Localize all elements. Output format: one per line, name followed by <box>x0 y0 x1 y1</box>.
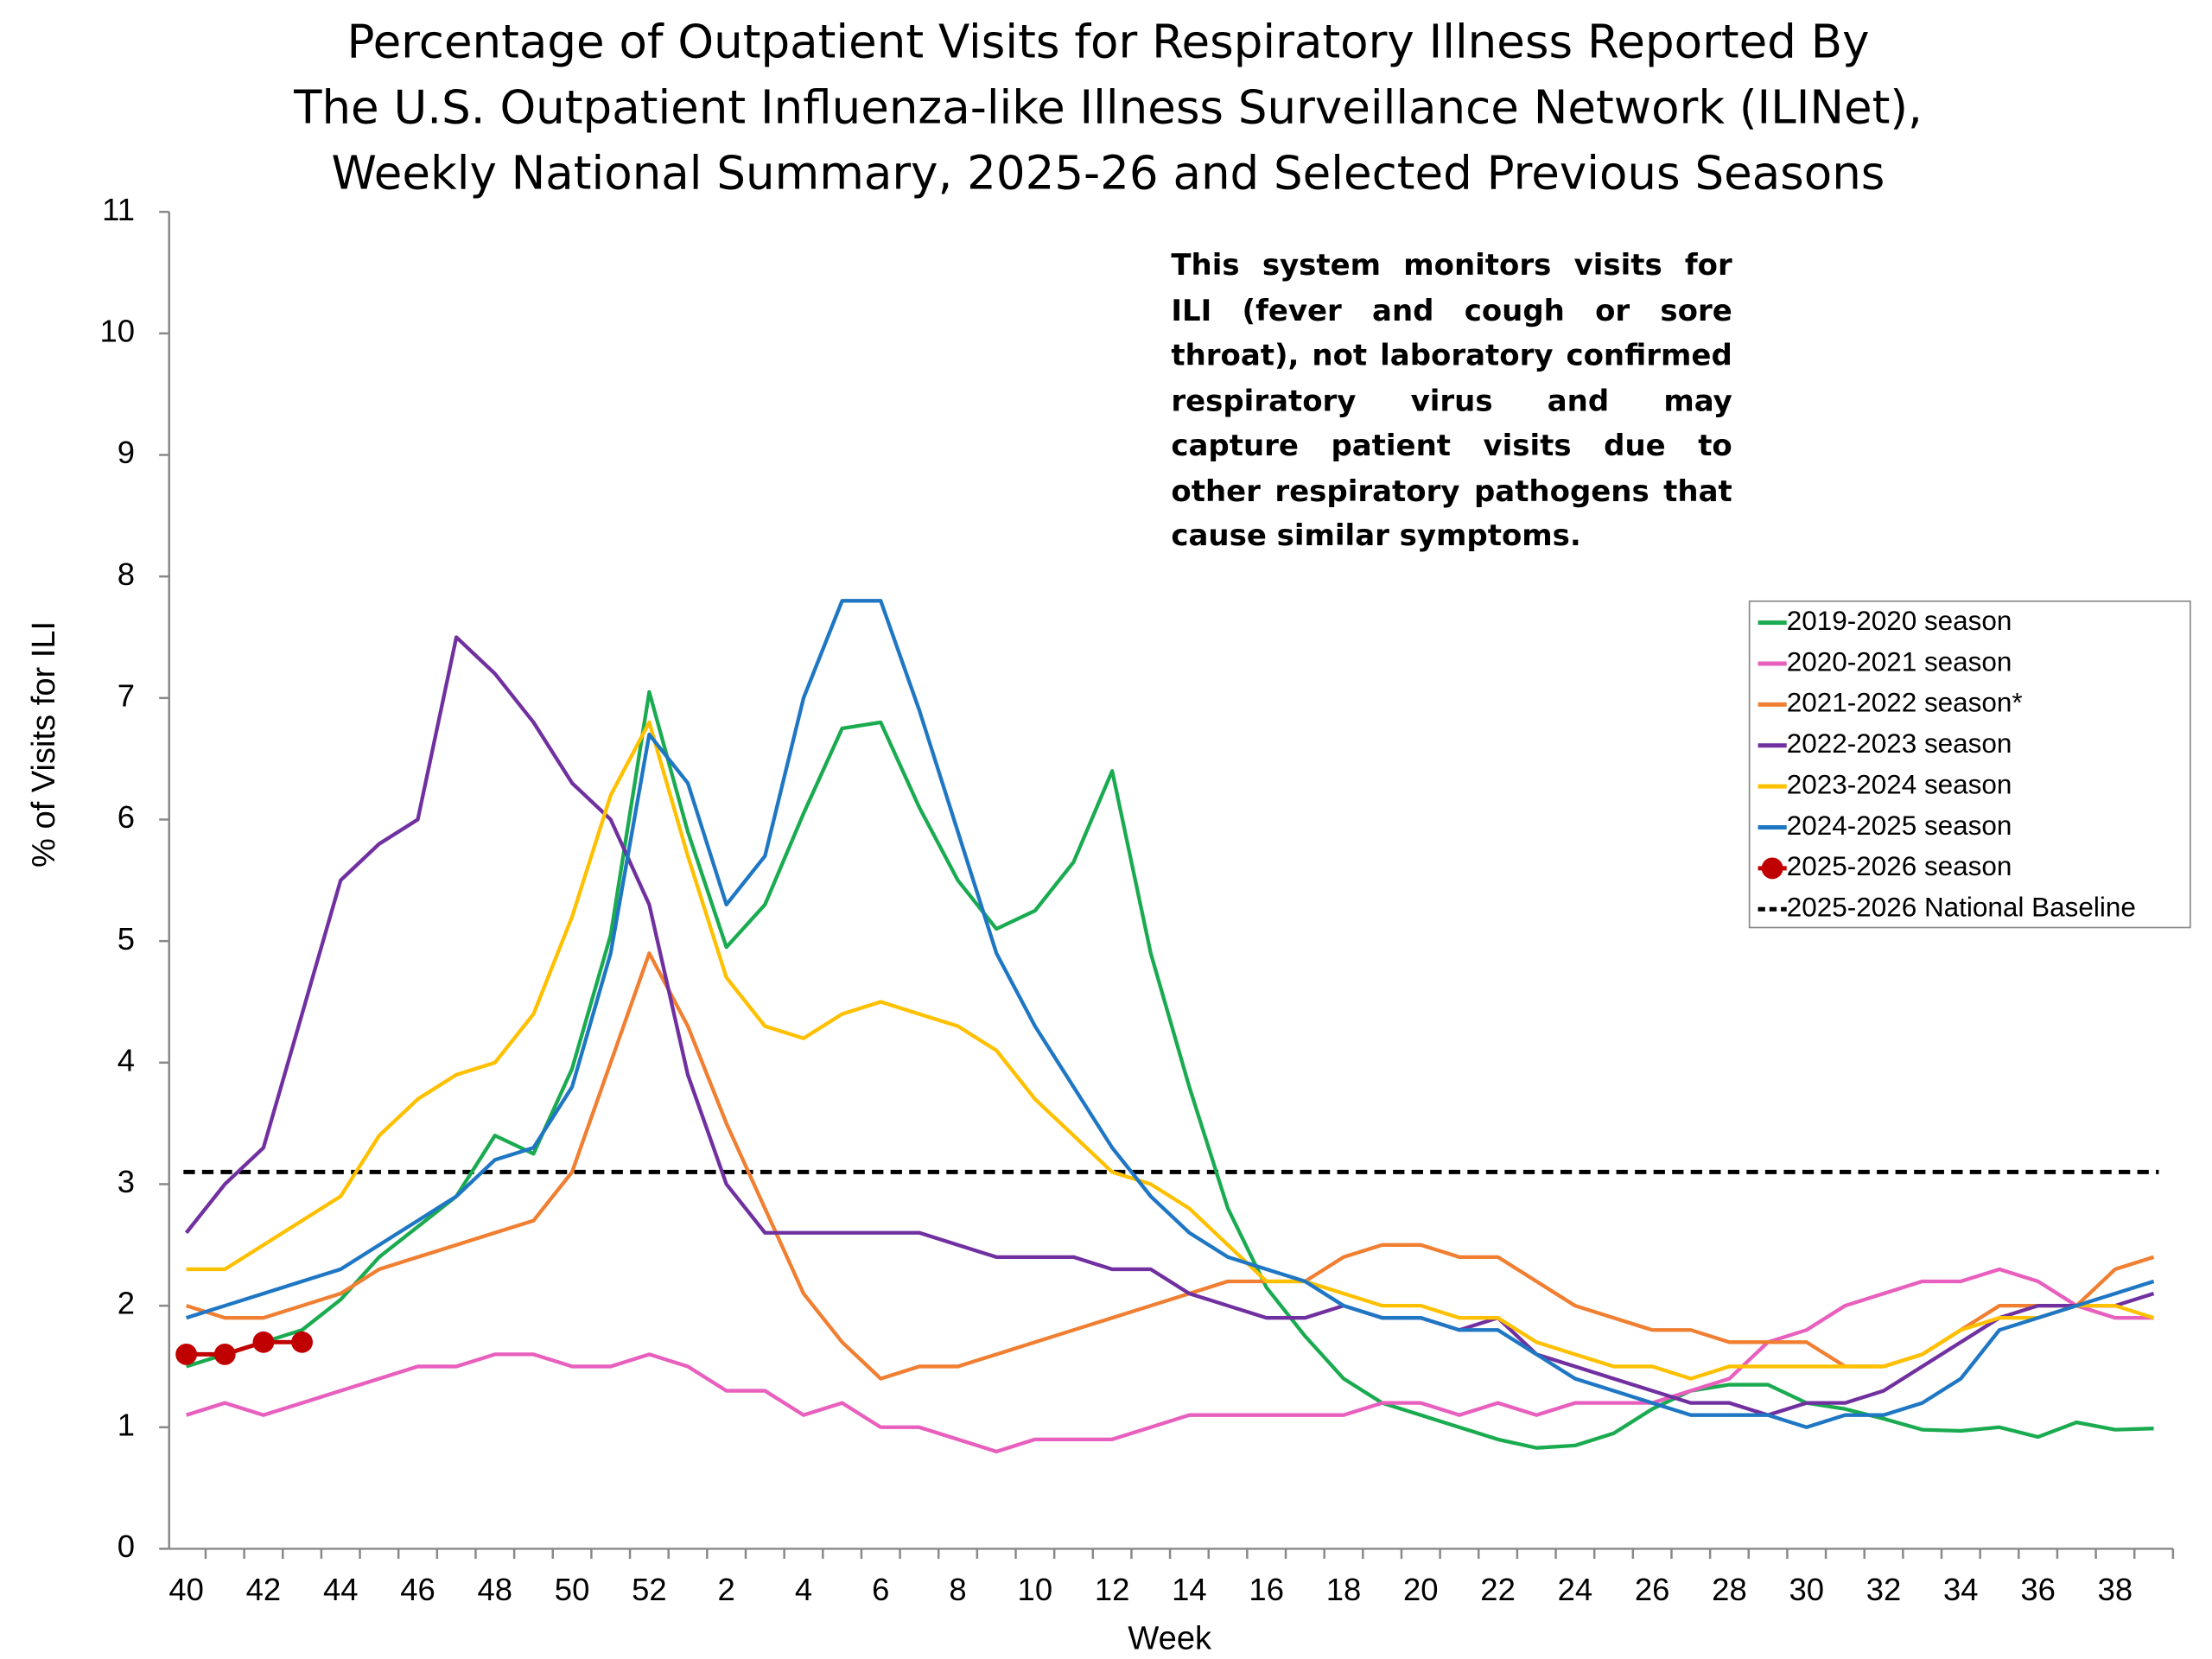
y-tick-label: 7 <box>118 677 135 713</box>
legend-label: 2025-2026 National Baseline <box>1787 893 2136 923</box>
series-line <box>186 720 2155 1381</box>
annotation-box: This system monitors visits for ILI (fev… <box>1171 247 1732 553</box>
series-line <box>185 690 2154 1450</box>
legend-label: 2022-2023 season <box>1787 728 2012 759</box>
x-tick-label: 34 <box>1943 1572 1979 1607</box>
series-marker <box>175 1343 198 1365</box>
x-tick-label: 16 <box>1249 1572 1284 1607</box>
y-tick-label: 9 <box>118 435 135 470</box>
x-tick-label: 46 <box>400 1572 435 1607</box>
series-line <box>185 599 2155 1429</box>
y-tick-label: 10 <box>99 313 135 348</box>
legend-label: 2023-2024 season <box>1787 769 2012 799</box>
legend-label: 2024-2025 season <box>1787 810 2012 841</box>
annotation: This system monitors visits for ILI (fev… <box>1171 247 1732 553</box>
y-tick-label: 6 <box>118 799 135 835</box>
x-tick-label: 38 <box>2098 1572 2133 1607</box>
chart-title: The U.S. Outpatient Influenza-like Illne… <box>293 80 1923 134</box>
x-tick-label: 32 <box>1866 1572 1902 1607</box>
series-line <box>185 1267 2154 1454</box>
chart-title: Percentage of Outpatient Visits for Resp… <box>347 15 1870 68</box>
x-axis-label: Week <box>1128 1620 1212 1656</box>
series-marker <box>252 1331 275 1353</box>
series-marker <box>291 1331 313 1353</box>
series-line <box>185 951 2155 1381</box>
y-tick-label: 8 <box>118 556 135 592</box>
x-tick-label: 30 <box>1789 1572 1824 1607</box>
y-tick-label: 5 <box>118 921 135 957</box>
x-tick-label: 10 <box>1018 1572 1053 1607</box>
y-tick-label: 11 <box>102 192 135 227</box>
legend-label: 2019-2020 season <box>1787 606 2012 636</box>
y-tick-label: 4 <box>118 1042 135 1077</box>
x-tick-label: 12 <box>1095 1572 1130 1607</box>
x-tick-label: 40 <box>168 1572 204 1607</box>
y-tick-label: 1 <box>118 1407 135 1442</box>
x-tick-label: 48 <box>478 1572 513 1607</box>
x-tick-label: 4 <box>795 1572 812 1607</box>
y-tick-label: 2 <box>118 1286 135 1321</box>
x-tick-label: 52 <box>632 1572 667 1607</box>
series-line <box>186 1339 302 1357</box>
y-tick-label: 0 <box>118 1529 135 1564</box>
x-tick-label: 50 <box>555 1572 590 1607</box>
legend-box <box>1748 600 2191 929</box>
x-tick-label: 28 <box>1712 1572 1747 1607</box>
legend-label: 2020-2021 season <box>1787 646 2012 677</box>
legend-label: 2025-2026 season <box>1787 851 2012 881</box>
y-tick-label: 3 <box>118 1164 135 1199</box>
x-tick-label: 2 <box>718 1572 735 1607</box>
x-tick-label: 24 <box>1558 1572 1593 1607</box>
x-tick-label: 22 <box>1480 1572 1516 1607</box>
series-marker <box>213 1343 236 1365</box>
y-axis-label: % of Visits for ILI <box>26 621 62 868</box>
legend-marker <box>1761 857 1783 880</box>
x-tick-label: 18 <box>1326 1572 1362 1607</box>
x-tick-label: 20 <box>1403 1572 1439 1607</box>
x-tick-label: 26 <box>1635 1572 1670 1607</box>
x-tick-label: 44 <box>323 1572 359 1607</box>
x-tick-label: 42 <box>246 1572 282 1607</box>
x-tick-label: 36 <box>2020 1572 2056 1607</box>
x-tick-label: 6 <box>872 1572 889 1607</box>
chart-title: Weekly National Summary, 2025-26 and Sel… <box>332 147 1885 200</box>
series-line <box>184 635 2155 1417</box>
x-tick-label: 14 <box>1172 1572 1207 1607</box>
legend-label: 2021-2022 season* <box>1787 688 2023 718</box>
x-tick-label: 8 <box>949 1572 966 1607</box>
